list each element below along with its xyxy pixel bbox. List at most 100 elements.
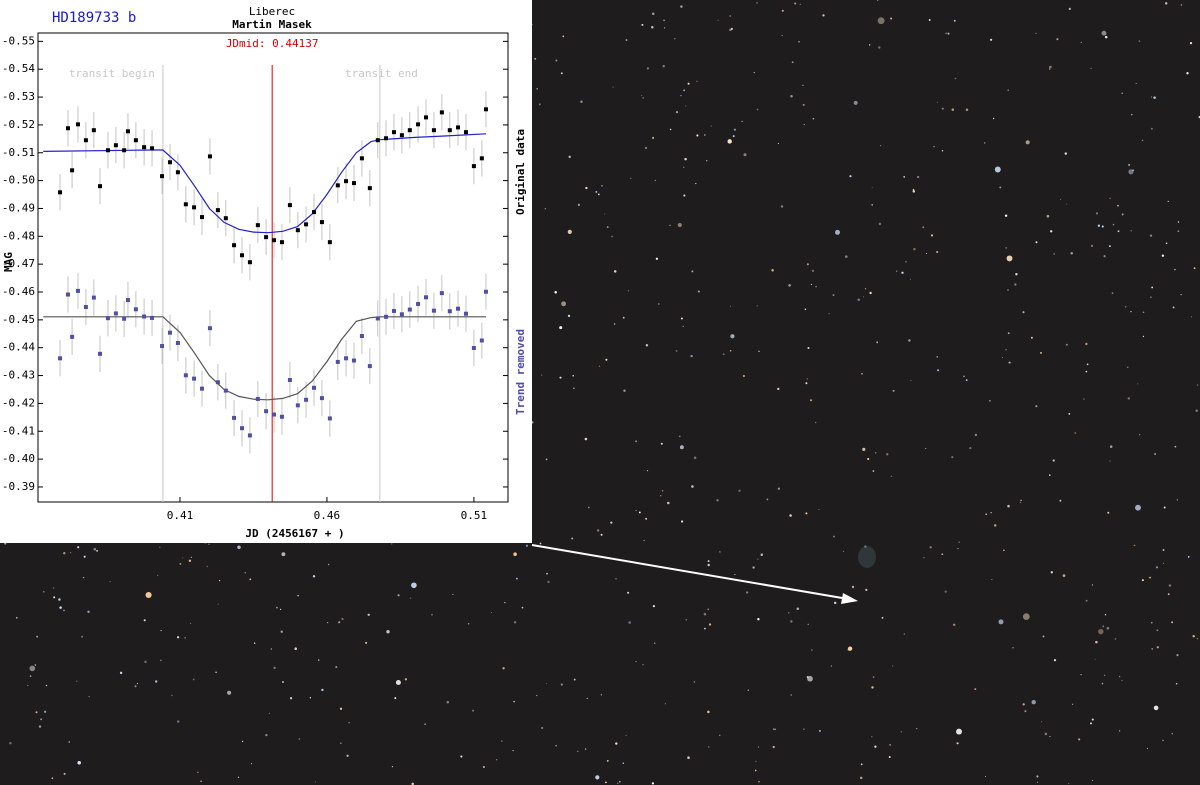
star bbox=[685, 105, 687, 107]
star bbox=[249, 578, 252, 581]
star bbox=[1006, 255, 1013, 262]
star bbox=[63, 609, 65, 612]
star bbox=[954, 77, 957, 80]
star bbox=[585, 186, 588, 190]
star bbox=[554, 290, 557, 294]
star bbox=[1008, 361, 1011, 364]
star bbox=[1109, 197, 1111, 199]
star bbox=[781, 34, 783, 37]
star bbox=[1052, 459, 1055, 462]
star bbox=[727, 139, 732, 144]
data-point bbox=[279, 414, 284, 419]
star bbox=[515, 577, 518, 580]
star bbox=[680, 5, 683, 8]
star bbox=[754, 769, 757, 772]
arrow-head bbox=[841, 593, 858, 604]
y-tick-label: -0.50 bbox=[2, 174, 35, 187]
star bbox=[641, 94, 643, 96]
star bbox=[889, 744, 891, 746]
star bbox=[1035, 32, 1037, 35]
data-point bbox=[150, 146, 155, 151]
star bbox=[1083, 398, 1085, 400]
chart-panel bbox=[0, 0, 532, 543]
star bbox=[828, 313, 830, 315]
marker-label: transit end bbox=[345, 67, 418, 80]
star bbox=[446, 700, 450, 704]
star bbox=[1186, 72, 1189, 75]
star bbox=[861, 372, 863, 375]
star bbox=[619, 780, 621, 783]
y-tick-label: -0.46 bbox=[2, 285, 35, 298]
star bbox=[327, 563, 330, 566]
data-point bbox=[384, 136, 389, 141]
star bbox=[577, 203, 581, 207]
star bbox=[411, 582, 417, 589]
star bbox=[1137, 383, 1139, 385]
star bbox=[757, 746, 760, 748]
data-point bbox=[471, 345, 476, 350]
star bbox=[1085, 342, 1088, 346]
star bbox=[900, 730, 903, 733]
star bbox=[1007, 504, 1010, 508]
star bbox=[1050, 571, 1053, 574]
star bbox=[1109, 460, 1111, 462]
star bbox=[892, 389, 895, 392]
star bbox=[710, 125, 712, 127]
star bbox=[215, 671, 217, 674]
star bbox=[974, 433, 978, 437]
star bbox=[874, 452, 877, 454]
star bbox=[1187, 555, 1190, 558]
star bbox=[716, 499, 719, 502]
star bbox=[1131, 113, 1133, 116]
star bbox=[635, 440, 638, 443]
star bbox=[467, 623, 470, 625]
star bbox=[622, 316, 625, 319]
star bbox=[1164, 2, 1168, 5]
star bbox=[1189, 41, 1193, 45]
star bbox=[9, 741, 12, 745]
star bbox=[1150, 127, 1153, 130]
star bbox=[338, 621, 341, 624]
star bbox=[157, 574, 159, 576]
data-point bbox=[319, 220, 324, 225]
star bbox=[753, 71, 755, 74]
star bbox=[27, 684, 29, 686]
data-point bbox=[223, 216, 228, 221]
star bbox=[965, 108, 969, 112]
star bbox=[627, 290, 629, 292]
star bbox=[755, 760, 757, 762]
star bbox=[909, 278, 911, 280]
data-point bbox=[133, 138, 138, 143]
star bbox=[625, 39, 628, 41]
y-tick-label: -0.53 bbox=[2, 90, 35, 103]
star bbox=[1135, 82, 1137, 85]
y-tick-label: -0.43 bbox=[2, 369, 35, 382]
star bbox=[757, 558, 759, 560]
star bbox=[871, 203, 874, 206]
data-point bbox=[192, 205, 197, 210]
star bbox=[1132, 169, 1135, 172]
star bbox=[707, 563, 710, 567]
data-point bbox=[65, 292, 70, 297]
star bbox=[1156, 646, 1159, 649]
data-point bbox=[287, 378, 292, 383]
star bbox=[567, 229, 572, 234]
star bbox=[339, 707, 343, 710]
data-point bbox=[247, 433, 252, 438]
star bbox=[545, 683, 547, 685]
star bbox=[1176, 653, 1179, 657]
star bbox=[1064, 152, 1068, 155]
star bbox=[580, 100, 583, 104]
data-point bbox=[272, 412, 277, 417]
star bbox=[1022, 311, 1025, 314]
data-point bbox=[279, 240, 284, 245]
pointer-arrow bbox=[531, 544, 849, 600]
star bbox=[595, 775, 600, 780]
star bbox=[963, 375, 965, 377]
star bbox=[756, 108, 759, 111]
star bbox=[1161, 254, 1165, 257]
star bbox=[559, 376, 562, 379]
star bbox=[867, 457, 870, 461]
star bbox=[1086, 363, 1089, 366]
star bbox=[833, 535, 835, 538]
